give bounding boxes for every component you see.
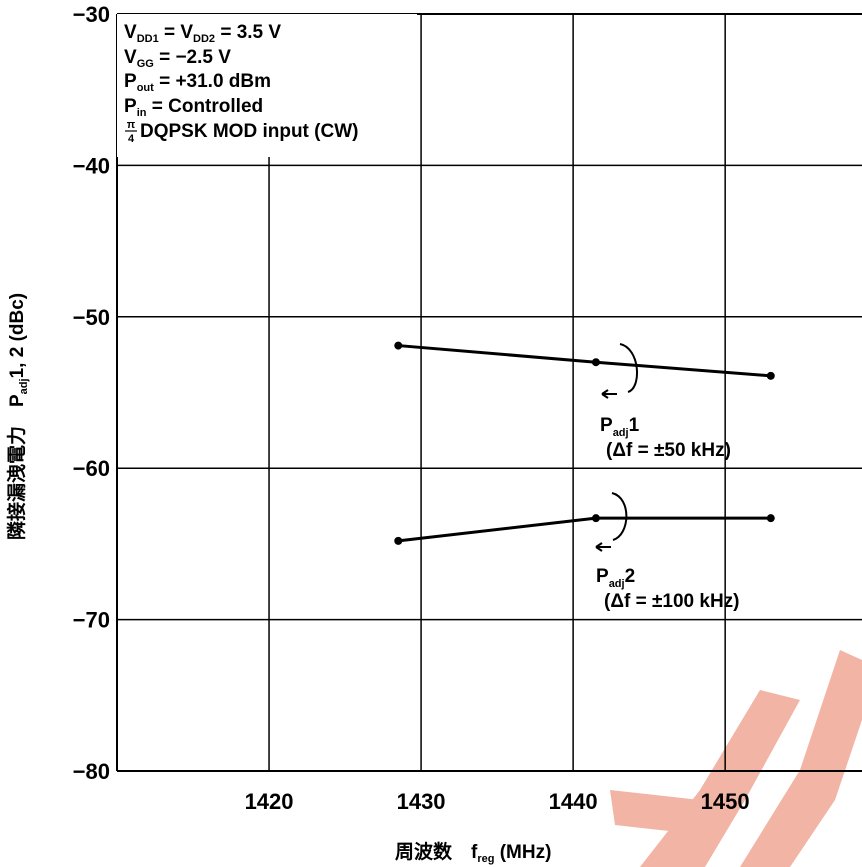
x-tick-label: 1440: [549, 789, 598, 814]
watermark-logo: [610, 650, 862, 867]
condition-fraction: π 4 DQPSK MOD input (CW): [125, 119, 358, 145]
condition-line: Pout = +31.0 dBm: [124, 71, 271, 94]
padj2-detail: (Δf = ±100 kHz): [604, 591, 740, 612]
x-tick-label: 1430: [397, 789, 446, 814]
condition-line: VDD1 = VDD2 = 3.5 V: [124, 22, 281, 45]
data-point-padj1: [591, 358, 600, 367]
data-point-padj1: [394, 341, 403, 350]
series-line-padj1: [398, 344, 771, 378]
y-tick-label: −30: [73, 2, 110, 27]
fraction-denominator: 4: [128, 133, 135, 145]
x-tick-label: 1420: [245, 789, 294, 814]
padj1-label: Padj1: [600, 415, 640, 439]
data-point-padj2: [591, 514, 600, 523]
padj1-annotation: Padj1 (Δf = ±50 kHz): [600, 343, 731, 461]
data-point-padj2: [766, 514, 775, 523]
condition-line: DQPSK MOD input (CW): [140, 121, 358, 142]
padj1-detail: (Δf = ±50 kHz): [606, 440, 731, 461]
padj2-annotation: Padj2 (Δf = ±100 kHz): [595, 492, 740, 612]
condition-line: Pin = Controlled: [124, 96, 263, 119]
data-point-padj1: [766, 371, 775, 380]
condition-line: VGG = −2.5 V: [124, 47, 231, 70]
x-axis-title: 周波数 freg (MHz): [395, 840, 551, 865]
padj2-arrow: [595, 542, 611, 552]
conditions-box: [117, 14, 417, 157]
y-tick-label: −40: [73, 153, 110, 178]
x-tick-label: 1450: [701, 789, 750, 814]
series-layer: [394, 341, 775, 545]
y-tick-label: −80: [73, 759, 110, 784]
y-axis-title: 隣接漏洩電力 Padj1, 2 (dBc): [5, 293, 30, 540]
tick-labels: −30 −40 −50 −60 −70 −80 1420 1430 1440 1450: [73, 2, 750, 814]
padj2-loop-marker: [611, 492, 628, 541]
padj1-loop-marker: [619, 343, 639, 393]
series-line-padj2: [398, 516, 771, 543]
fraction-numerator: π: [127, 119, 136, 131]
y-tick-label: −50: [73, 305, 110, 330]
y-tick-label: −60: [73, 456, 110, 481]
data-point-padj2: [394, 536, 403, 545]
y-tick-label: −70: [73, 608, 110, 633]
padj2-label: Padj2: [596, 566, 635, 590]
padj1-arrow: [601, 389, 617, 399]
